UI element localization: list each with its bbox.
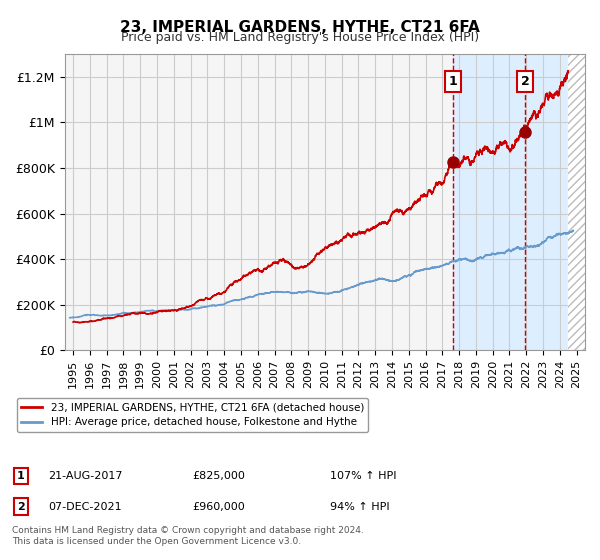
Text: 21-AUG-2017: 21-AUG-2017 [48,471,122,481]
Bar [453,54,585,350]
Text: Price paid vs. HM Land Registry's House Price Index (HPI): Price paid vs. HM Land Registry's House … [121,31,479,44]
Text: 1: 1 [17,471,25,481]
Text: 2: 2 [521,75,530,88]
Text: 107% ↑ HPI: 107% ↑ HPI [330,471,397,481]
Text: 23, IMPERIAL GARDENS, HYTHE, CT21 6FA: 23, IMPERIAL GARDENS, HYTHE, CT21 6FA [120,20,480,35]
Bar [568,54,585,350]
Text: This data is licensed under the Open Government Licence v3.0.: This data is licensed under the Open Gov… [12,537,301,546]
Text: 1: 1 [449,75,458,88]
Text: 2: 2 [17,502,25,512]
Bar [568,54,585,350]
Text: 94% ↑ HPI: 94% ↑ HPI [330,502,389,512]
Text: £960,000: £960,000 [192,502,245,512]
Text: Contains HM Land Registry data © Crown copyright and database right 2024.: Contains HM Land Registry data © Crown c… [12,526,364,535]
Legend: 23, IMPERIAL GARDENS, HYTHE, CT21 6FA (detached house), HPI: Average price, deta: 23, IMPERIAL GARDENS, HYTHE, CT21 6FA (d… [17,398,368,432]
Text: £825,000: £825,000 [192,471,245,481]
Text: 07-DEC-2021: 07-DEC-2021 [48,502,122,512]
